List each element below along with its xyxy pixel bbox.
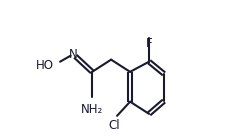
Text: F: F [146, 37, 152, 50]
Text: Cl: Cl [109, 119, 120, 132]
Text: HO: HO [35, 59, 54, 72]
Text: NH₂: NH₂ [81, 103, 103, 116]
Text: N: N [69, 48, 78, 61]
